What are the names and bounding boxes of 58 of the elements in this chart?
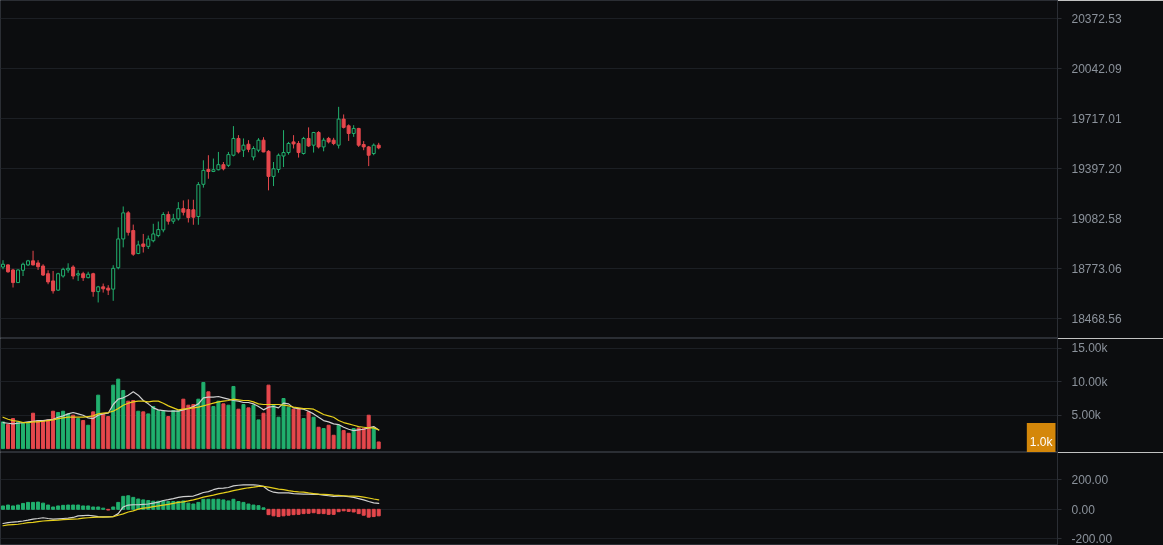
bar xyxy=(241,404,246,450)
bar xyxy=(366,414,371,450)
annotation: 1.0k xyxy=(1029,434,1054,449)
bar xyxy=(301,418,306,450)
y-tick-label: 19717.01 xyxy=(1071,111,1122,126)
bar xyxy=(206,391,211,450)
y-tick-label: 20042.09 xyxy=(1071,61,1122,76)
bar xyxy=(71,414,76,450)
bar xyxy=(321,428,326,450)
bar xyxy=(221,403,226,450)
bar xyxy=(306,411,311,450)
bar xyxy=(1,505,6,510)
line-series xyxy=(2,391,380,432)
bar xyxy=(371,427,376,450)
bar xyxy=(376,508,381,517)
candlestick xyxy=(31,250,36,266)
bar xyxy=(316,426,321,450)
bar xyxy=(96,394,101,450)
bar xyxy=(1,421,6,450)
bar xyxy=(166,416,171,450)
candlestick xyxy=(206,154,211,180)
y-tick-label: 200.00 xyxy=(1071,473,1109,488)
bar xyxy=(136,410,141,450)
y-tick-label: 0.00 xyxy=(1071,502,1096,517)
bar xyxy=(31,412,36,450)
y-tick-label: 18773.06 xyxy=(1071,262,1122,277)
candlestick xyxy=(236,134,241,154)
y-tick-label: 18468.56 xyxy=(1071,312,1122,327)
bar xyxy=(16,421,21,450)
bar xyxy=(111,506,116,510)
y-tick-label: -200.00 xyxy=(1071,532,1113,545)
bar xyxy=(91,411,96,450)
bar xyxy=(101,414,106,450)
bar xyxy=(376,441,381,450)
bar xyxy=(311,416,316,450)
y-tick-label: 5.00k xyxy=(1071,408,1102,423)
bar xyxy=(126,400,131,450)
y-tick-label: 10.00k xyxy=(1071,374,1109,389)
bar xyxy=(236,408,241,450)
bar xyxy=(76,418,81,450)
bar xyxy=(81,420,86,450)
bar xyxy=(141,411,146,450)
bar xyxy=(336,424,341,450)
candlestick xyxy=(306,126,311,148)
candlestick xyxy=(76,269,81,282)
y-tick-label: 20372.53 xyxy=(1071,11,1122,26)
candlestick xyxy=(141,233,146,254)
bar xyxy=(86,424,91,450)
line-series xyxy=(2,398,380,431)
candlestick xyxy=(111,264,116,302)
bar xyxy=(56,412,61,450)
y-tick-label: 19082.58 xyxy=(1071,212,1122,227)
y-tick-label: 15.00k xyxy=(1071,341,1109,356)
bar xyxy=(351,428,356,450)
candlestick xyxy=(241,137,246,158)
bar xyxy=(171,410,176,450)
bar xyxy=(246,407,251,450)
y-tick-label: 19397.20 xyxy=(1071,161,1122,176)
